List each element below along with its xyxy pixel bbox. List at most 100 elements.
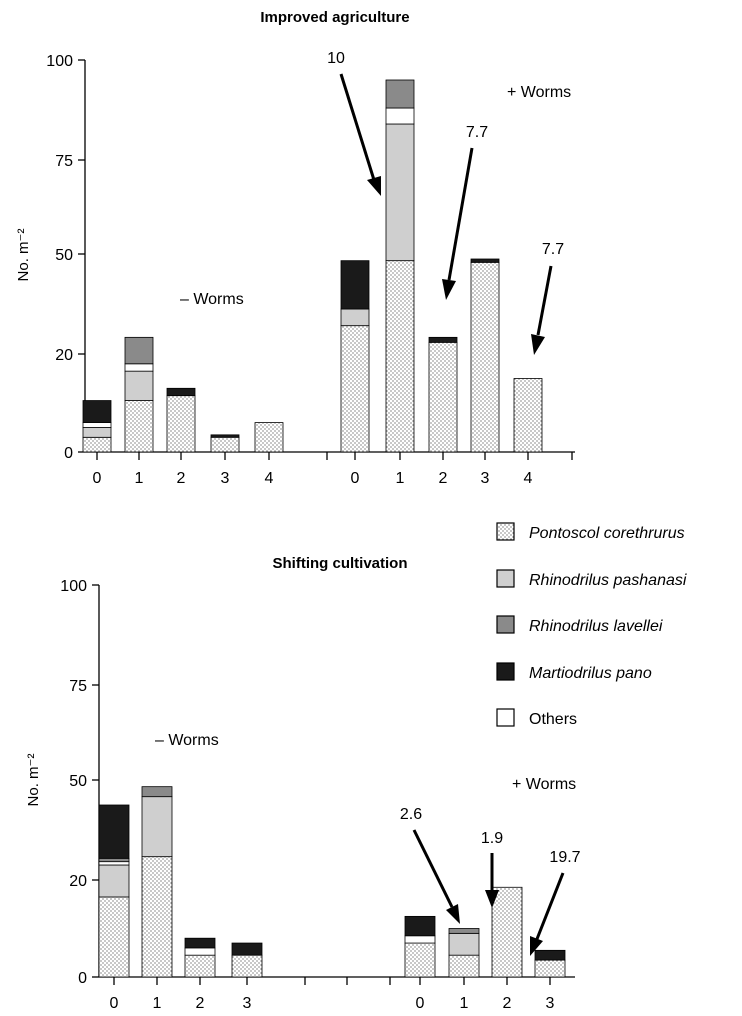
chart-improved-agriculture: Improved agriculture No. m⁻² 0205075100 … bbox=[15, 9, 575, 487]
bar-segment-pashanasi bbox=[98, 864, 130, 898]
annotation-7-7-second: 7.7 bbox=[542, 241, 564, 258]
bar-segment-others bbox=[385, 107, 415, 125]
bar-segment-pano bbox=[534, 949, 566, 961]
legend-swatch-pashanasi bbox=[496, 569, 515, 588]
bar-segment-pontoscolex bbox=[210, 436, 240, 453]
legend-swatch-pano bbox=[496, 662, 515, 681]
bar-segment-pontoscolex bbox=[340, 325, 370, 453]
bar-segment-pontoscolex bbox=[124, 400, 154, 453]
x-tick-label: 4 bbox=[524, 470, 533, 487]
bar-segment-pontoscolex bbox=[184, 954, 216, 978]
bar-segment-pashanasi bbox=[448, 932, 480, 956]
y-tick-label: 50 bbox=[69, 773, 87, 790]
legend-label-pashanasi: Rhinodrilus pashanasi bbox=[529, 572, 687, 589]
bar-segment-pano bbox=[428, 336, 458, 343]
bar-segment-pontoscolex bbox=[254, 422, 284, 453]
bar-segment-pashanasi bbox=[141, 796, 173, 858]
legend-label-pontoscolex: Pontoscol corethrurus bbox=[529, 525, 685, 542]
bar-segment-pano bbox=[210, 434, 240, 438]
y-axis-label: No. m⁻² bbox=[15, 229, 32, 282]
x-tick-label: 4 bbox=[265, 470, 274, 487]
group-label-minus-worms: – Worms bbox=[180, 291, 244, 308]
arrow-7-7-second bbox=[531, 265, 553, 355]
bar-segment-pano bbox=[340, 260, 370, 310]
group-label-plus-worms: + Worms bbox=[507, 84, 571, 101]
bar-segment-pashanasi bbox=[385, 123, 415, 262]
bar-segment-pontoscolex bbox=[534, 959, 566, 978]
bar-segment-pano bbox=[184, 937, 216, 949]
x-tick-label: 2 bbox=[177, 470, 186, 487]
bar-segment-pano bbox=[82, 400, 112, 423]
arrow-19-7 bbox=[530, 872, 565, 956]
legend-label-pano: Martiodrilus pano bbox=[529, 665, 652, 682]
chart-shifting-cultivation: Shifting cultivation No. m⁻² 0205075100 … bbox=[25, 555, 581, 1012]
bar-segment-others bbox=[184, 947, 216, 956]
legend-swatch-lavellei bbox=[496, 615, 515, 634]
bar-segment-lavellei bbox=[141, 786, 173, 798]
bars bbox=[82, 79, 543, 453]
bar-segment-pontoscolex bbox=[428, 341, 458, 453]
x-tick-label: 3 bbox=[243, 995, 252, 1012]
arrow-7-7-first bbox=[442, 147, 474, 300]
chart-title: Improved agriculture bbox=[260, 9, 409, 26]
x-tick-label: 1 bbox=[460, 995, 469, 1012]
bar-segment-pano bbox=[166, 387, 196, 397]
bar-segment-others bbox=[404, 935, 436, 944]
x-tick-label: 0 bbox=[93, 470, 102, 487]
bar-segment-pontoscolex bbox=[470, 261, 500, 453]
bar-segment-pashanasi bbox=[124, 370, 154, 401]
annotation-19-7: 19.7 bbox=[549, 849, 580, 866]
bar-segment-pontoscolex bbox=[98, 896, 130, 978]
y-tick-label: 0 bbox=[64, 445, 73, 462]
x-ticks: 0 1 2 3 0 1 2 3 bbox=[110, 977, 555, 1012]
x-tick-label: 2 bbox=[196, 995, 205, 1012]
annotation-1-9: 1.9 bbox=[481, 830, 503, 847]
x-tick-label: 1 bbox=[135, 470, 144, 487]
bar-segment-others bbox=[124, 363, 154, 372]
arrow-2-6 bbox=[412, 829, 460, 924]
y-tick-label: 75 bbox=[69, 678, 87, 695]
x-tick-label: 1 bbox=[153, 995, 162, 1012]
bar-segment-pano bbox=[404, 915, 436, 937]
bar-segment-lavellei bbox=[385, 79, 415, 109]
bar-segment-others bbox=[82, 422, 112, 428]
y-tick-label: 75 bbox=[55, 153, 73, 170]
y-tick-label: 0 bbox=[78, 970, 87, 987]
bars bbox=[98, 786, 566, 978]
y-tick-label: 100 bbox=[46, 53, 73, 70]
x-tick-label: 2 bbox=[439, 470, 448, 487]
annotation-10: 10 bbox=[327, 50, 345, 67]
x-tick-label: 1 bbox=[396, 470, 405, 487]
x-tick-label: 3 bbox=[481, 470, 490, 487]
legend-swatch-pontoscolex bbox=[496, 522, 515, 541]
y-ticks: 0 20 50 75 100 bbox=[60, 578, 99, 987]
x-tick-label: 0 bbox=[416, 995, 425, 1012]
legend-label-lavellei: Rhinodrilus lavellei bbox=[529, 618, 663, 635]
bar-segment-pontoscolex bbox=[166, 395, 196, 453]
bar-segment-lavellei bbox=[448, 928, 480, 934]
group-label-plus-worms: + Worms bbox=[512, 776, 576, 793]
x-tick-label: 3 bbox=[546, 995, 555, 1012]
bar-segment-pashanasi bbox=[82, 427, 112, 438]
y-tick-label: 20 bbox=[55, 347, 73, 364]
bar-segment-pano bbox=[231, 942, 263, 956]
bar-segment-others bbox=[98, 861, 130, 866]
legend: Pontoscol corethrurus Rhinodrilus pashana… bbox=[496, 522, 687, 728]
x-tick-label: 0 bbox=[110, 995, 119, 1012]
bar-segment-pashanasi bbox=[340, 308, 370, 327]
bar-segment-pano bbox=[470, 258, 500, 263]
arrow-1-9 bbox=[485, 853, 499, 908]
y-ticks: 0 20 50 75 100 bbox=[46, 53, 85, 462]
annotation-7-7-first: 7.7 bbox=[466, 124, 488, 141]
bar-segment-pontoscolex bbox=[231, 954, 263, 978]
y-tick-label: 50 bbox=[55, 247, 73, 264]
x-tick-label: 3 bbox=[221, 470, 230, 487]
legend-swatch-others bbox=[496, 708, 515, 727]
chart-title: Shifting cultivation bbox=[273, 555, 408, 572]
group-label-minus-worms: – Worms bbox=[155, 732, 219, 749]
bar-segment-pano bbox=[98, 804, 130, 859]
x-ticks: 0 1 2 3 4 0 1 2 3 4 bbox=[93, 452, 573, 487]
legend-label-others: Others bbox=[529, 711, 577, 728]
bar-segment-pontoscolex bbox=[141, 856, 173, 978]
